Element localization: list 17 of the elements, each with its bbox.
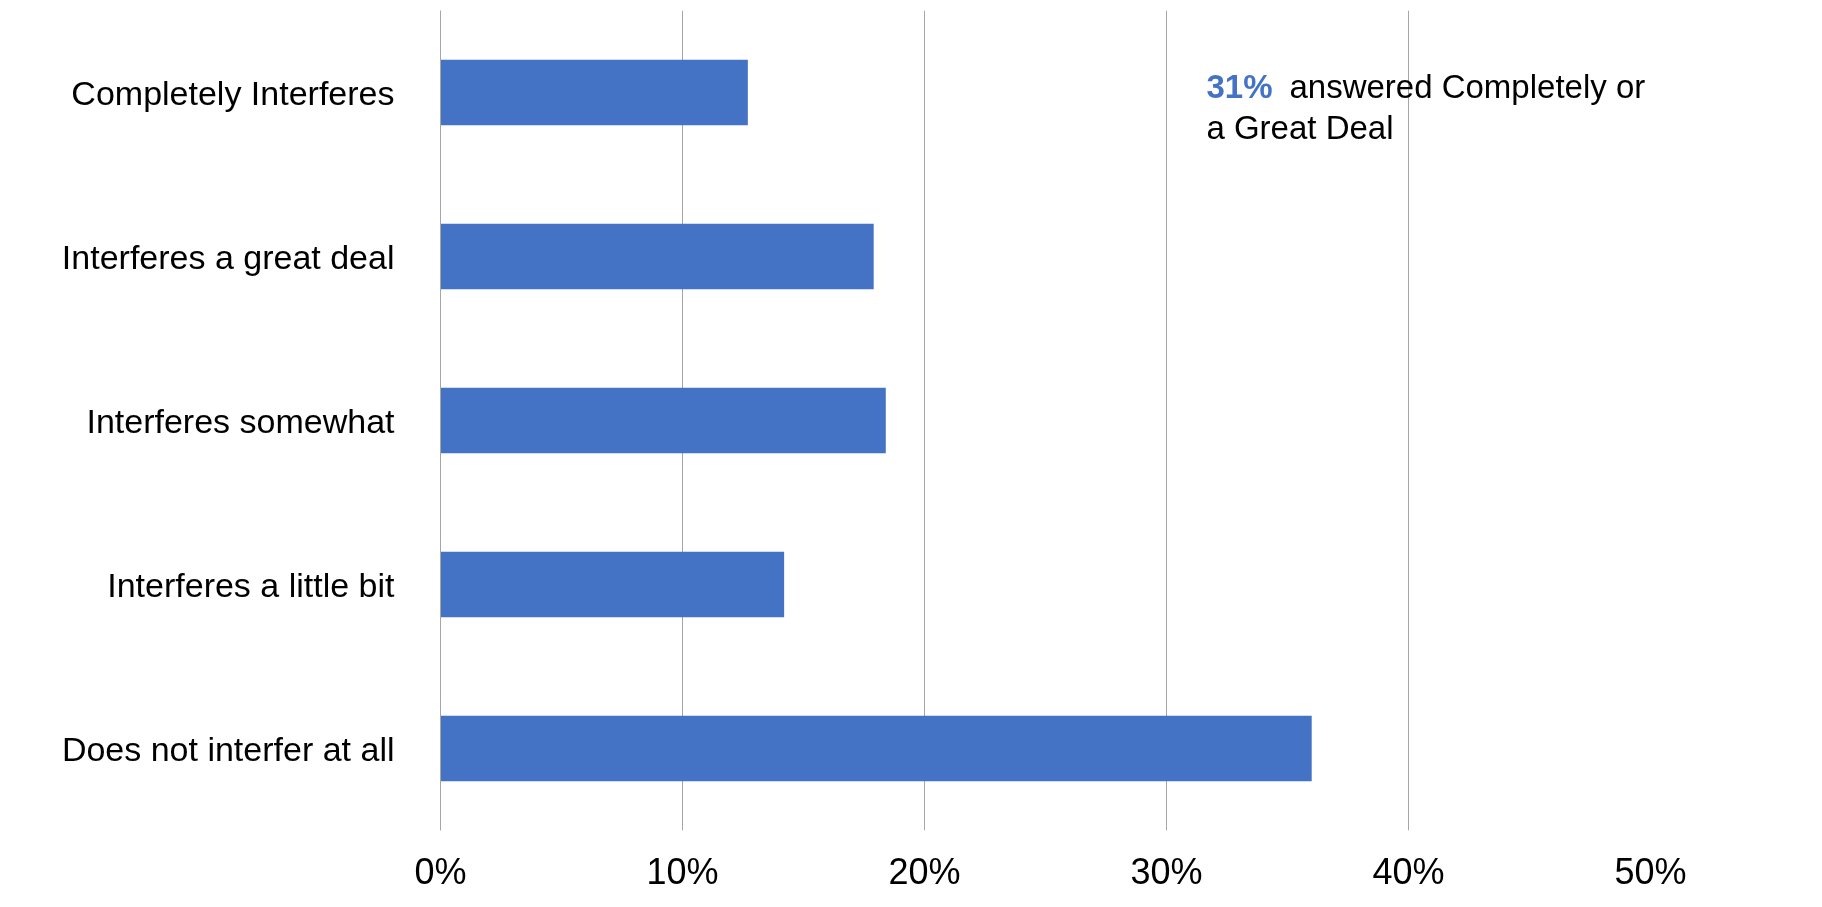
x-tick-label: 40% [1372,850,1445,892]
y-tick-label: Does not interfer at all [61,729,395,768]
x-tick-label: 30% [1130,850,1203,892]
bar [440,551,785,618]
annotation: 31% answered Completely or a Great Deal [1206,67,1646,147]
bar [440,715,1312,782]
y-tick-label: Completely Interferes [71,73,395,112]
x-tick-label: 0% [414,850,467,892]
x-tick-label: 50% [1614,850,1687,892]
x-tick-label: 20% [888,850,961,892]
bar [440,387,886,454]
bar [440,59,748,126]
y-tick-label: Interferes somewhat [86,401,396,440]
y-tick-label: Interferes a little bit [107,565,396,604]
bar [440,223,874,290]
x-tick-label: 10% [646,850,719,892]
y-tick-label: Interferes a great deal [61,237,395,276]
